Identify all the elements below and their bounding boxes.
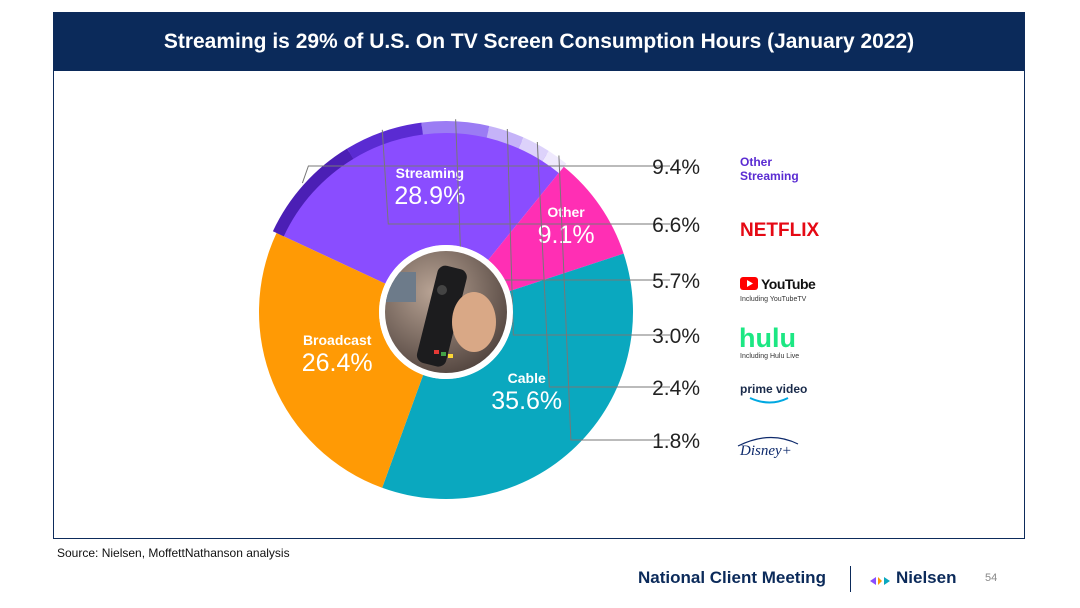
hand-shape: [452, 292, 496, 352]
nielsen-logo: Nielsen: [870, 568, 956, 588]
slice-label-broadcast: Broadcast: [303, 332, 372, 348]
youtube-logo: YouTube: [761, 276, 816, 292]
breakdown-value-other-streaming: 9.4%: [652, 156, 700, 179]
slice-cable: [382, 253, 633, 499]
breakdown-value-hulu: 3.0%: [652, 325, 700, 348]
prime-video-logo: prime video: [740, 382, 807, 396]
hulu-sublabel: Including Hulu Live: [740, 353, 799, 360]
youtube-play-triangle-icon: [747, 280, 753, 287]
remote-button-red: [434, 350, 439, 354]
netflix-logo: NETFLIX: [740, 220, 819, 241]
hulu-logo: hulu: [739, 323, 796, 353]
title-bar: Streaming is 29% of U.S. On TV Screen Co…: [54, 13, 1024, 71]
breakdown-value-netflix: 6.6%: [652, 214, 700, 237]
slice-value-cable: 35.6%: [491, 387, 562, 415]
other-streaming-label-line1: Other: [740, 155, 772, 169]
prime-smile-icon: [749, 397, 789, 404]
ring-hulu: [486, 125, 524, 149]
slice-broadcast: [259, 232, 424, 488]
source-note: Source: Nielsen, MoffettNathanson analys…: [57, 546, 290, 560]
ring-netflix: [347, 122, 423, 159]
page-number: 54: [985, 572, 998, 584]
nielsen-mark-icon: [870, 572, 892, 585]
leader-line-disney: [558, 155, 670, 441]
remote-button-yellow: [448, 354, 453, 358]
remote-button-dpad: [437, 285, 447, 295]
leader-line-netflix: [381, 129, 670, 225]
slice-value-broadcast: 26.4%: [302, 349, 373, 377]
leader-line-other-streaming: [301, 165, 670, 184]
slice-label-other: Other: [547, 204, 585, 220]
footer-divider: [850, 566, 851, 592]
nielsen-brand: Nielsen: [896, 568, 957, 587]
slice-streaming: [276, 124, 564, 284]
slice-value-other: 9.1%: [538, 221, 595, 249]
disney-plus-logo: Disney+: [739, 443, 792, 459]
other-streaming-label-line2: Streaming: [740, 169, 799, 183]
footer-meeting-title: National Client Meeting: [638, 568, 826, 587]
leader-line-prime-video: [536, 141, 670, 388]
chart-title: Streaming is 29% of U.S. On TV Screen Co…: [163, 30, 915, 53]
ring-disney: [542, 151, 567, 173]
youtube-sublabel: Including YouTubeTV: [740, 296, 807, 303]
ring-other-streaming: [272, 148, 354, 237]
remote-control-body: [416, 265, 467, 367]
remote-button-green: [441, 352, 446, 356]
ring-youtube: [421, 121, 490, 138]
breakdown-value-disney: 1.8%: [652, 430, 700, 453]
leader-line-hulu: [506, 128, 670, 336]
breakdown-value-youtube: 5.7%: [652, 270, 700, 293]
slice-other: [488, 166, 624, 292]
slice-value-streaming: 28.9%: [394, 182, 465, 210]
tv-remote-photo: [385, 251, 507, 373]
slice-label-cable: Cable: [508, 370, 546, 386]
breakdown-value-prime-video: 2.4%: [652, 377, 700, 400]
ring-prime-video: [518, 137, 549, 162]
slice-label-streaming: Streaming: [396, 165, 464, 181]
disney-arc-icon: [737, 436, 799, 447]
